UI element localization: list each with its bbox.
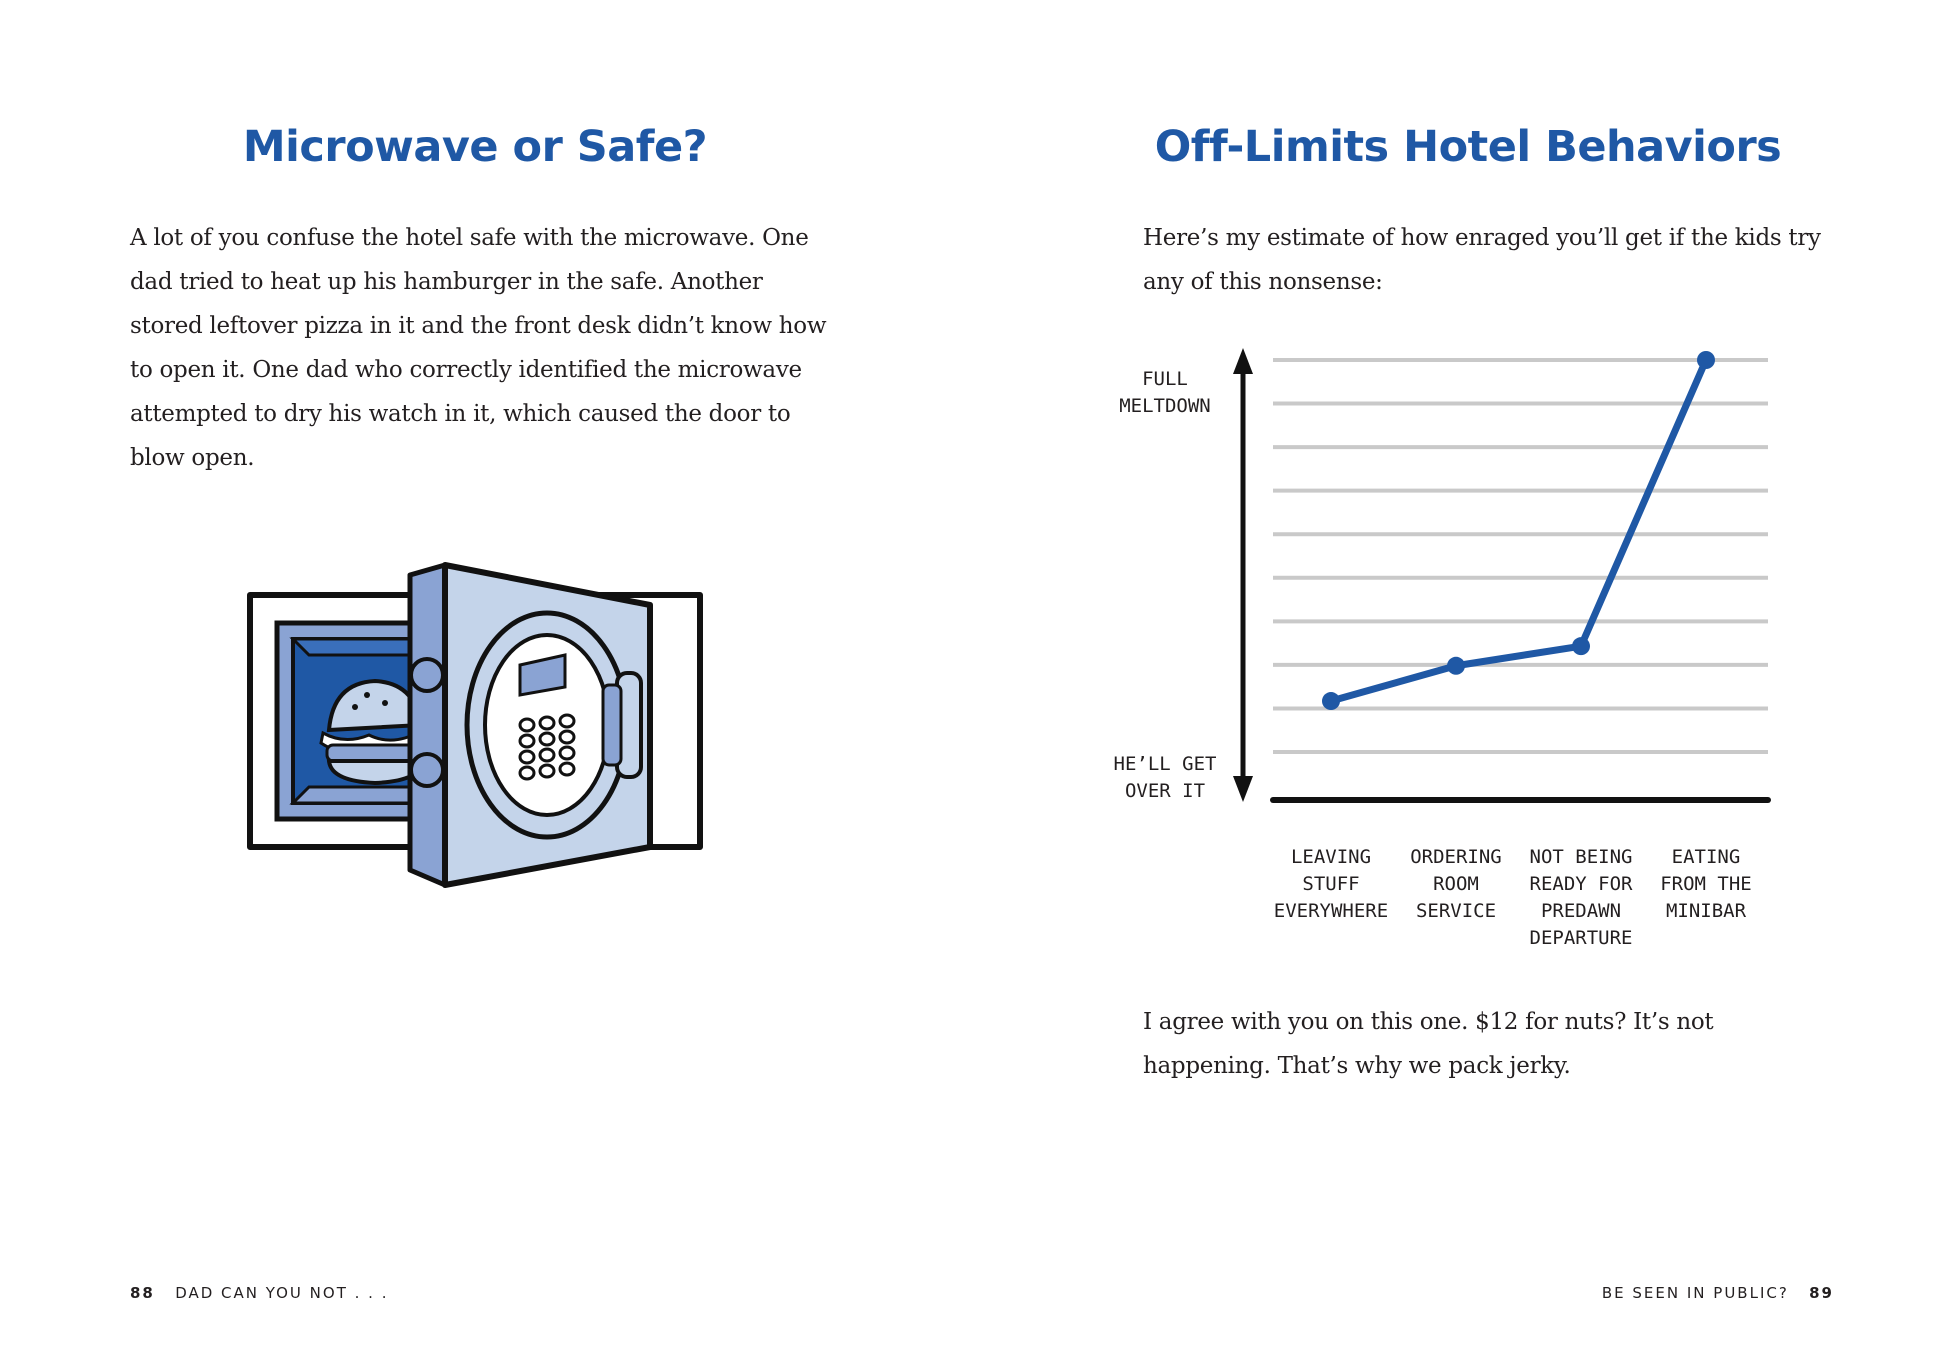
safe-with-hamburger-illustration	[247, 562, 703, 888]
x-tick-label: EATING	[1672, 846, 1741, 868]
y-label-bottom: OVER IT	[1125, 780, 1205, 802]
y-label-top: FULL	[1142, 368, 1188, 390]
x-tick-label: ORDERING	[1410, 846, 1502, 868]
x-tick-label: DEPARTURE	[1530, 927, 1633, 949]
chart-gridlines	[1273, 358, 1768, 754]
left-page: Microwave or Safe? A lot of you confuse …	[130, 122, 827, 1302]
series-line	[1327, 356, 1710, 705]
right-page-title: Off-Limits Hotel Behaviors	[1154, 122, 1782, 172]
arrow-down-icon	[1233, 776, 1253, 802]
x-tick-label: ROOM	[1433, 873, 1479, 895]
x-tick-label: STUFF	[1302, 873, 1359, 895]
chart-axes	[1233, 348, 1771, 803]
left-footer: 88 DAD CAN YOU NOT . . .	[130, 1284, 388, 1302]
safe-display	[518, 653, 567, 697]
running-head: DAD CAN YOU NOT . . .	[175, 1284, 389, 1302]
data-point	[1697, 351, 1715, 369]
safe-door-edge	[407, 562, 448, 888]
x-tick-label: FROM THE	[1660, 873, 1752, 895]
data-point	[1447, 656, 1465, 675]
data-point	[1572, 637, 1590, 656]
page-number: 88	[130, 1284, 155, 1302]
right-page-intro: Here’s my estimate of how enraged you’ll…	[1143, 225, 1821, 295]
x-tick-label: LEAVING	[1291, 846, 1371, 868]
chart-y-labels: FULL MELTDOWN HE’LL GET OVER IT	[1114, 368, 1217, 802]
running-head: BE SEEN IN PUBLIC?	[1601, 1284, 1789, 1302]
x-tick-label: MINIBAR	[1666, 900, 1747, 922]
y-label-bottom: HE’LL GET	[1114, 753, 1217, 775]
arrow-up-icon	[1233, 348, 1253, 374]
x-tick-label: SERVICE	[1416, 900, 1496, 922]
x-tick-label: READY FOR	[1530, 873, 1634, 895]
y-label-top: MELTDOWN	[1119, 395, 1211, 417]
right-page: Off-Limits Hotel Behaviors Here’s my est…	[973, 0, 1946, 1362]
left-page-title: Microwave or Safe?	[242, 122, 708, 172]
safe-keypad	[518, 713, 576, 781]
chart-x-labels: LEAVING STUFF EVERYWHERE ORDERING ROOM SERVIC…	[1274, 846, 1752, 949]
hamburger-icon	[319, 678, 427, 786]
data-point	[1322, 692, 1340, 711]
x-tick-label: EVERYWHERE	[1274, 900, 1388, 922]
page-number: 89	[1809, 1284, 1834, 1302]
chart-points	[1322, 351, 1715, 711]
anger-line-chart: FULL MELTDOWN HE’LL GET OVER IT LEAVING STUF…	[1114, 348, 1771, 949]
right-footer: BE SEEN IN PUBLIC? 89	[1602, 1284, 1834, 1302]
right-page-outro: I agree with you on this one. $12 for nu…	[1143, 1009, 1714, 1079]
left-page-body: A lot of you confuse the hotel safe with…	[130, 225, 827, 471]
x-tick-label: NOT BEING	[1530, 846, 1633, 868]
x-tick-label: PREDAWN	[1541, 900, 1621, 922]
